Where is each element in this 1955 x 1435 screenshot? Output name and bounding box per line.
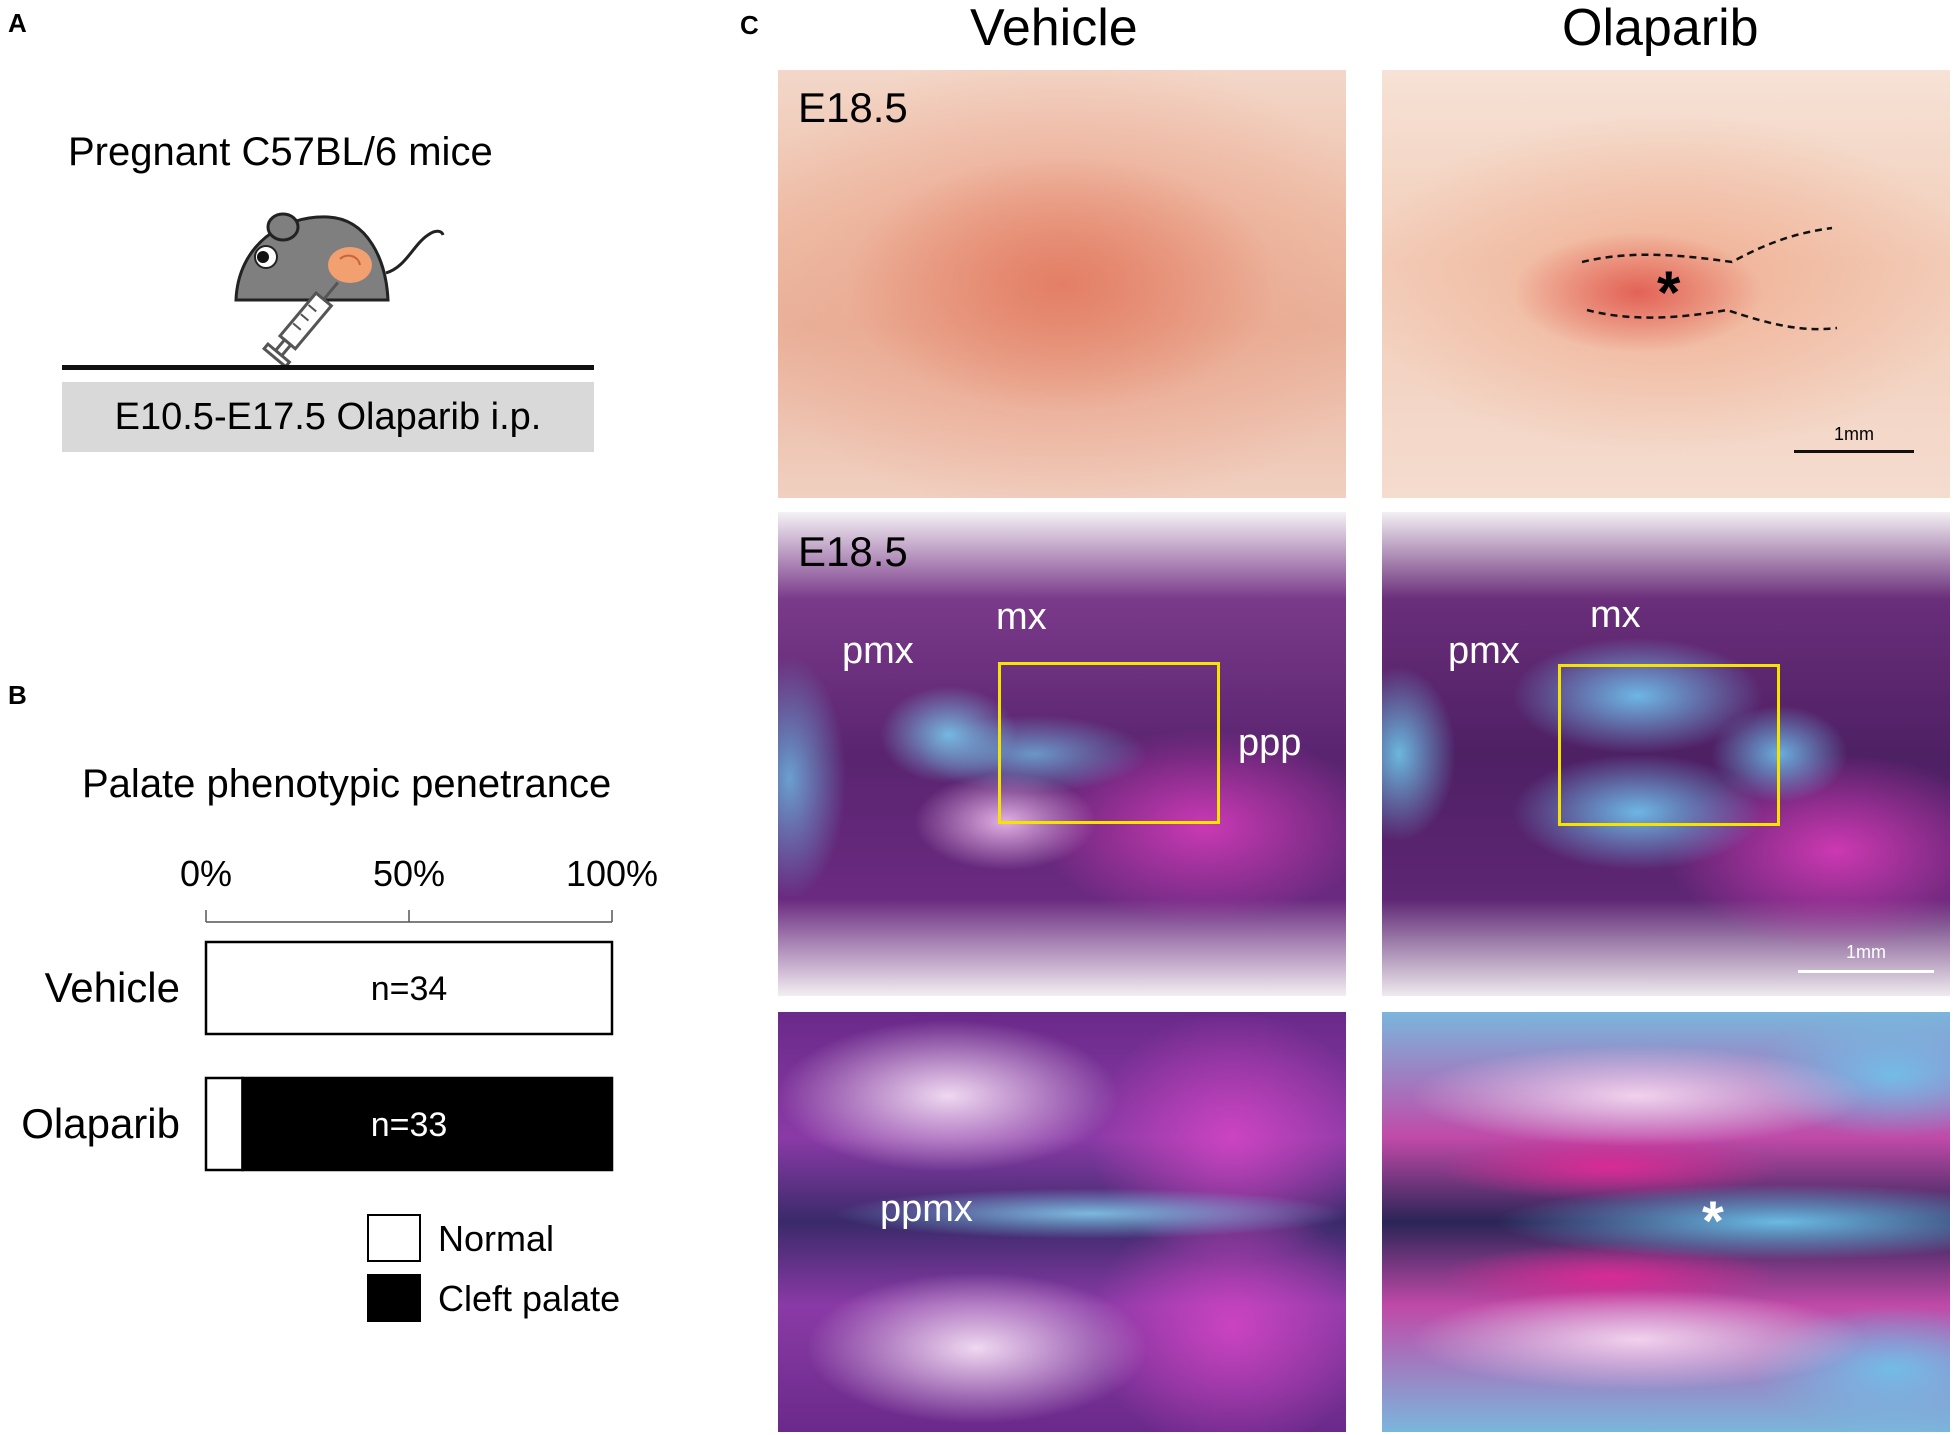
stage-label-mid: E18.5 <box>798 528 908 575</box>
olaparib-skeleton-photo: pmx mx 1mm <box>1382 512 1950 996</box>
cleft-asterisk-top: * <box>1657 259 1681 326</box>
label-pmx-olaparib: pmx <box>1448 630 1520 672</box>
zoom-box-olaparib <box>1558 664 1780 826</box>
x-tick-label: 100% <box>566 853 658 894</box>
n-label: n=33 <box>371 1106 448 1144</box>
treatment-bar: E10.5-E17.5 Olaparib i.p. <box>62 382 594 452</box>
stage-label-top: E18.5 <box>798 84 908 131</box>
olaparib-palate-photo: * 1mm <box>1382 70 1950 498</box>
scale-label-mid: 1mm <box>1846 942 1886 962</box>
x-tick-label: 50% <box>373 853 445 894</box>
cleft-asterisk-bottom: * <box>1702 1189 1724 1252</box>
label-mx-vehicle: mx <box>996 596 1047 638</box>
panel-c-letter: C <box>740 10 759 40</box>
panel-b-letter: B <box>8 680 27 710</box>
vehicle-palate-photo: E18.5 <box>778 70 1346 498</box>
mouse-injection-icon <box>234 212 445 365</box>
legend-normal-swatch <box>367 1214 421 1262</box>
panel-b-title: Palate phenotypic penetrance <box>82 762 612 806</box>
label-ppmx: ppmx <box>880 1188 973 1230</box>
treatment-label: E10.5-E17.5 Olaparib i.p. <box>114 395 542 438</box>
legend-cleft-label: Cleft palate <box>438 1278 620 1319</box>
scale-label-top: 1mm <box>1834 424 1874 444</box>
category-label: Olaparib <box>21 1100 180 1147</box>
penetrance-chart: 0% 50% 100% Vehicle n=34 Olaparib n=33 Normal Cl… <box>21 853 658 1322</box>
n-label: n=34 <box>371 970 448 1008</box>
x-tick-label: 0% <box>180 853 232 894</box>
panel-a-title: Pregnant C57BL/6 mice <box>68 130 493 174</box>
panel-a-letter: A <box>8 8 27 38</box>
column-vehicle-title: Vehicle <box>970 0 1138 57</box>
vehicle-zoom-photo: ppmx <box>778 1012 1346 1432</box>
scale-bar-top <box>1794 450 1914 453</box>
cleft-outline <box>1581 226 1838 331</box>
legend-normal-label: Normal <box>438 1218 554 1259</box>
zoom-box-vehicle <box>998 662 1220 824</box>
label-mx-olaparib: mx <box>1590 594 1641 636</box>
bar-segment <box>204 940 614 1036</box>
column-olaparib-title: Olaparib <box>1562 0 1759 57</box>
legend-cleft-swatch <box>367 1274 421 1322</box>
olaparib-zoom-photo: * <box>1382 1012 1950 1432</box>
bar-segment <box>204 1076 244 1172</box>
label-ppp-vehicle: ppp <box>1238 722 1302 764</box>
scale-bar-mid <box>1798 970 1934 973</box>
timeline-line <box>62 365 594 370</box>
label-pmx-vehicle: pmx <box>842 630 914 672</box>
bar-segment <box>241 1076 614 1172</box>
category-label: Vehicle <box>45 964 180 1011</box>
vehicle-skeleton-photo: E18.5 pmx mx ppp <box>778 512 1346 996</box>
